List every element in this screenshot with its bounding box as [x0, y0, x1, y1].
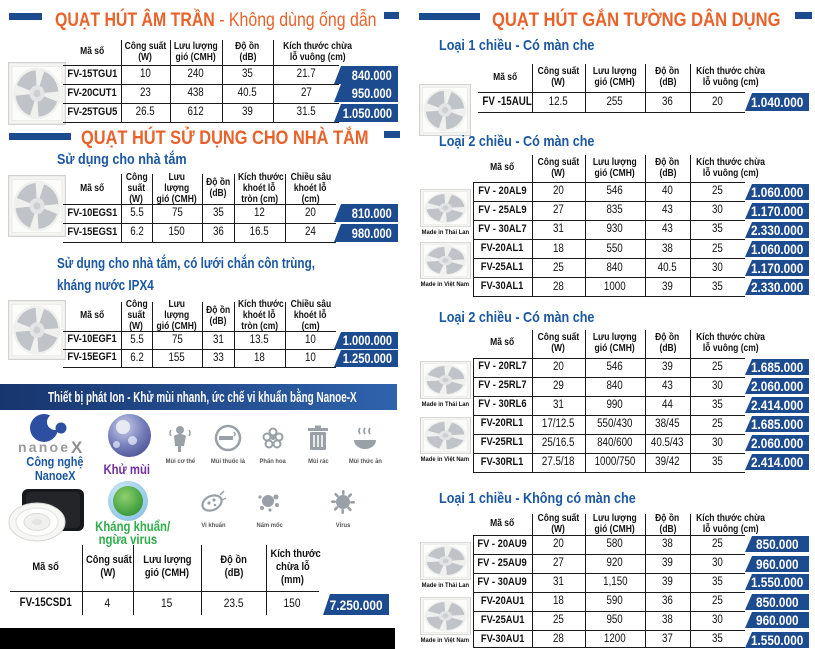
- svg-text:nanoe: nanoe: [18, 439, 68, 455]
- svg-text:X: X: [71, 438, 83, 456]
